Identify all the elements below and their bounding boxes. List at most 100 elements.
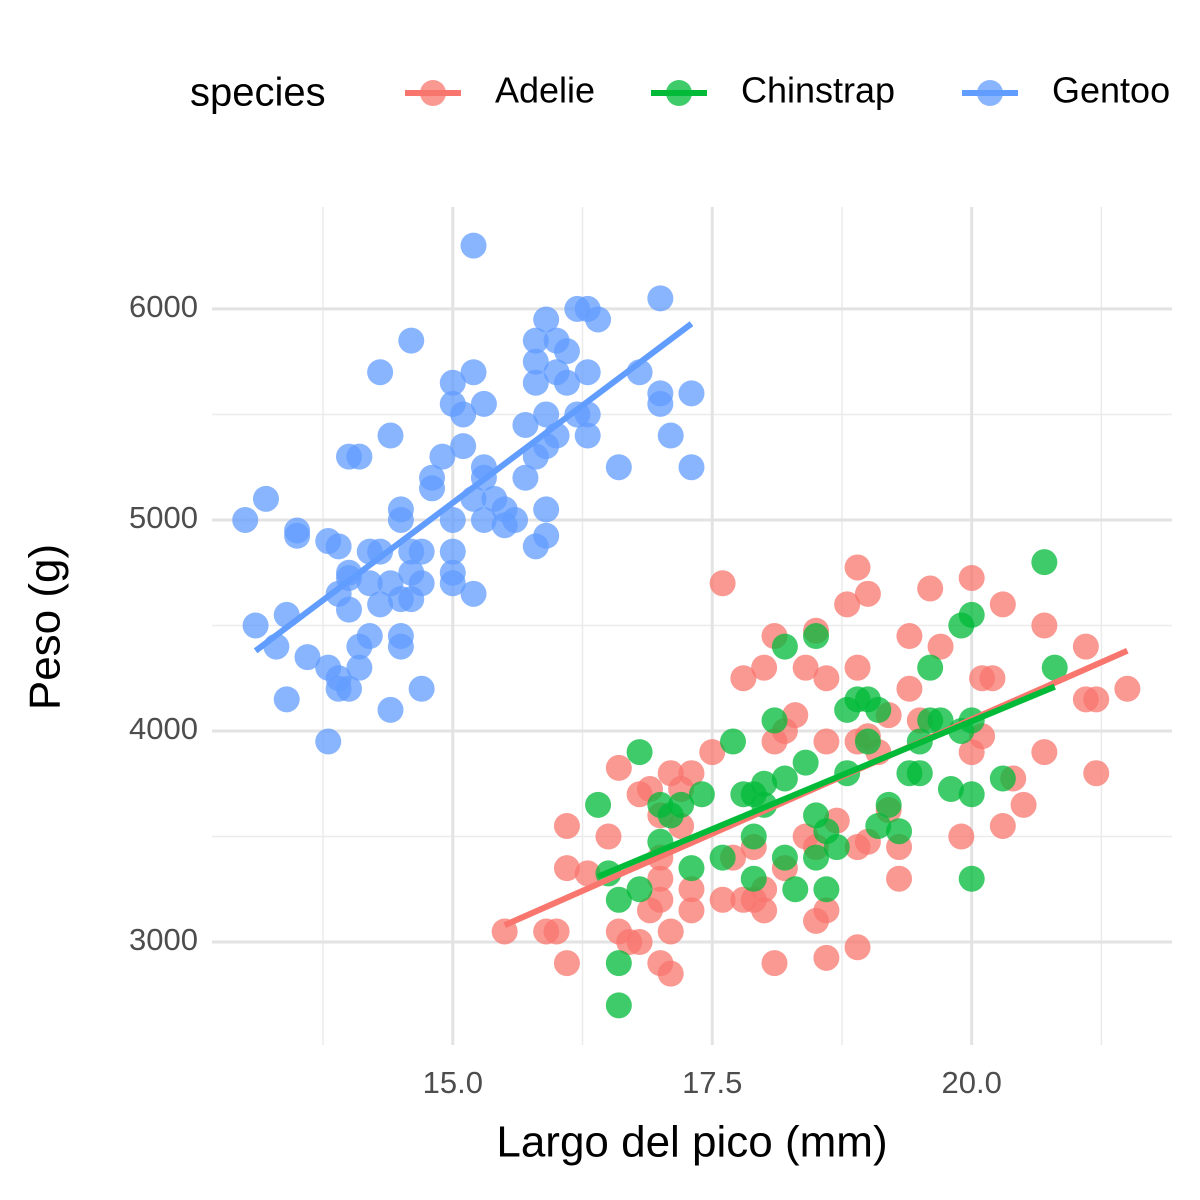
point [937,776,964,803]
point [553,338,580,365]
point [450,401,477,428]
point [460,359,487,386]
point [346,654,373,681]
point [325,665,352,692]
point [439,538,466,565]
point [522,443,549,470]
point [460,232,487,259]
point [678,380,705,407]
point [232,506,259,533]
point [813,876,840,903]
point [823,834,850,861]
point [886,865,913,892]
point [1072,633,1099,660]
point [626,739,653,766]
point [553,950,580,977]
point [470,390,497,417]
point [522,348,549,375]
point [854,728,881,755]
point [1031,549,1058,576]
point [387,506,414,533]
point [636,897,663,924]
point [356,570,383,597]
point [886,818,913,845]
point [834,696,861,723]
point [917,575,944,602]
point [335,596,362,623]
point [605,754,632,781]
point [844,934,871,961]
point [803,844,830,871]
point [419,475,446,502]
point [252,485,279,512]
y-tick-label: 3000 [129,922,198,957]
point [865,812,892,839]
point [626,876,653,903]
point [315,728,342,755]
point [917,654,944,681]
y-tick-label: 4000 [129,711,198,746]
point [709,570,736,597]
point [678,855,705,882]
point [958,739,985,766]
point [688,781,715,808]
point [460,580,487,607]
point [647,285,674,312]
point [647,791,674,818]
point [439,369,466,396]
point [719,728,746,755]
point [533,306,560,333]
point [408,675,435,702]
point [813,897,840,924]
point [533,522,560,549]
point [813,665,840,692]
point [782,876,809,903]
point [242,612,269,639]
point [1031,612,1058,639]
point [574,359,601,386]
point [657,918,684,945]
y-axis-title: Peso (g) [21,544,70,710]
point [294,644,321,671]
point [730,665,757,692]
point [1031,739,1058,766]
point [834,591,861,618]
point [989,591,1016,618]
point [398,327,425,354]
y-tick-label: 5000 [129,500,198,535]
point [678,454,705,481]
point [387,623,414,650]
point [751,897,778,924]
legend-point [420,80,446,106]
point [989,765,1016,792]
point [875,791,902,818]
point [927,707,954,734]
point [854,580,881,607]
point [574,422,601,449]
point [605,992,632,1019]
point [740,823,767,850]
point [553,369,580,396]
point [958,781,985,808]
point [450,433,477,460]
point [657,960,684,987]
point [605,454,632,481]
point [491,512,518,539]
point [761,707,788,734]
point [948,823,975,850]
point [367,538,394,565]
point [751,654,778,681]
point [512,464,539,491]
point [792,654,819,681]
point [740,865,767,892]
point [813,728,840,755]
point [709,844,736,871]
point [470,506,497,533]
point [761,950,788,977]
point [699,739,726,766]
point [761,728,788,755]
x-axis-title: Largo del pico (mm) [496,1118,887,1167]
point [626,781,653,808]
point [865,696,892,723]
point [906,760,933,787]
